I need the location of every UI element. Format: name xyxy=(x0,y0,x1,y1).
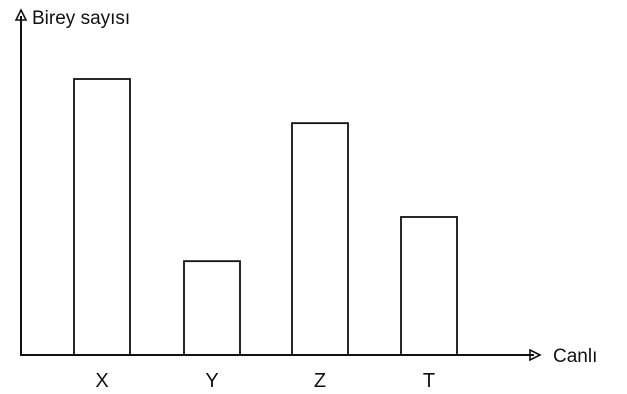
x-tick-label-z: Z xyxy=(314,370,326,392)
bar-t xyxy=(400,216,458,356)
x-axis-label: Canlı xyxy=(553,346,597,367)
bar-z xyxy=(291,122,349,356)
x-axis-arrowhead xyxy=(529,348,542,362)
bars-group xyxy=(73,78,458,356)
y-axis-label: Birey sayısı xyxy=(32,8,130,29)
y-axis-arrowhead xyxy=(14,8,28,21)
bar-x xyxy=(73,78,131,356)
bar-y xyxy=(183,260,241,356)
x-tick-label-t: T xyxy=(423,370,435,392)
x-tick-label-x: X xyxy=(95,370,108,392)
x-tick-label-y: Y xyxy=(205,370,218,392)
